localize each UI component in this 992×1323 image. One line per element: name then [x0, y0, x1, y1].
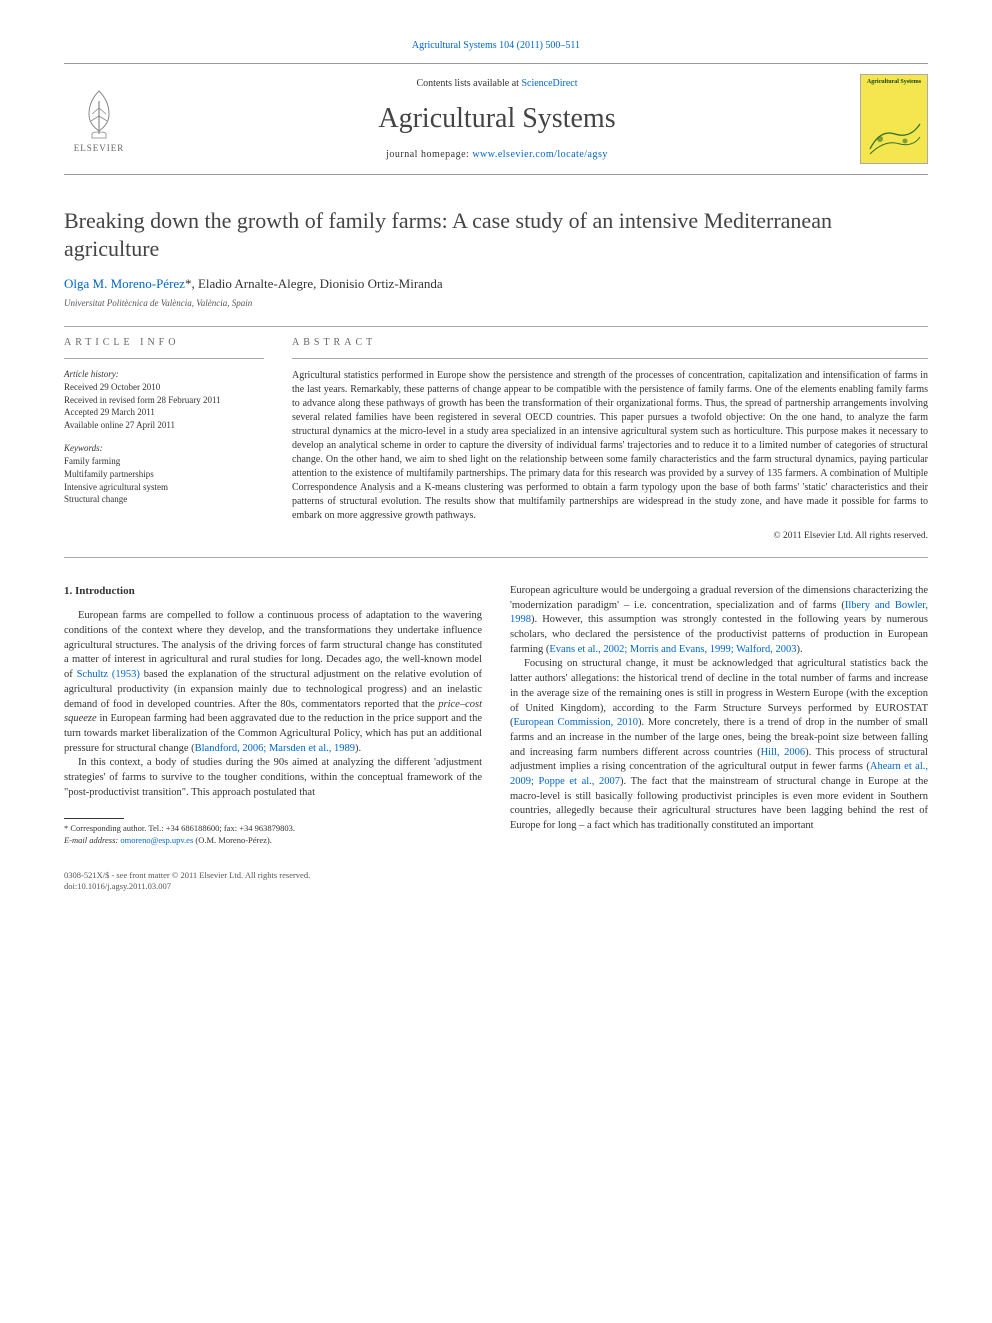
text-run: ). — [355, 743, 361, 754]
email-link[interactable]: omoreno@esp.upv.es — [120, 835, 193, 845]
history-line: Received in revised form 28 February 201… — [64, 394, 264, 407]
abstract: abstract Agricultural statistics perform… — [292, 337, 928, 541]
body-columns: 1. Introduction European farms are compe… — [64, 584, 928, 846]
body-paragraph: European farms are compelled to follow a… — [64, 609, 482, 756]
footnote-divider — [64, 818, 124, 819]
author-1-link[interactable]: Olga M. Moreno-Pérez — [64, 276, 185, 291]
keyword: Intensive agricultural system — [64, 481, 264, 494]
column-left: 1. Introduction European farms are compe… — [64, 584, 482, 846]
body-paragraph: European agriculture would be undergoing… — [510, 584, 928, 657]
homepage-url[interactable]: www.elsevier.com/locate/agsy — [472, 149, 608, 160]
history-line: Received 29 October 2010 — [64, 381, 264, 394]
keyword: Structural change — [64, 493, 264, 506]
publisher-name: ELSEVIER — [74, 143, 125, 153]
keyword: Family farming — [64, 455, 264, 468]
homepage-prefix: journal homepage: — [386, 149, 472, 160]
text-run: ). — [797, 644, 803, 655]
abstract-copyright: © 2011 Elsevier Ltd. All rights reserved… — [292, 531, 928, 541]
cover-art-icon — [865, 109, 925, 159]
footnote: * Corresponding author. Tel.: +34 686188… — [64, 823, 482, 846]
journal-name: Agricultural Systems — [134, 103, 860, 135]
email-label: E-mail address: — [64, 835, 120, 845]
article-info: article info Article history: Received 2… — [64, 337, 264, 541]
body-paragraph: In this context, a body of studies durin… — [64, 756, 482, 800]
cover-title: Agricultural Systems — [861, 75, 927, 86]
ref-link[interactable]: Hill, 2006 — [761, 747, 806, 758]
authors: Olga M. Moreno-Pérez*, Eladio Arnalte-Al… — [64, 276, 928, 292]
abstract-heading: abstract — [292, 337, 928, 348]
section-heading: 1. Introduction — [64, 584, 482, 599]
journal-cover: Agricultural Systems — [860, 74, 928, 164]
elsevier-tree-icon — [74, 86, 124, 141]
publisher-logo: ELSEVIER — [64, 79, 134, 159]
sciencedirect-link[interactable]: ScienceDirect — [521, 78, 577, 89]
abstract-text: Agricultural statistics performed in Eur… — [292, 369, 928, 523]
doi-line: doi:10.1016/j.agsy.2011.03.007 — [64, 881, 928, 892]
citation-link[interactable]: Agricultural Systems 104 (2011) 500–511 — [64, 40, 928, 51]
homepage-line: journal homepage: www.elsevier.com/locat… — [134, 149, 860, 160]
body-paragraph: Focusing on structural change, it must b… — [510, 657, 928, 833]
info-divider — [64, 358, 264, 359]
article-title: Breaking down the growth of family farms… — [64, 207, 928, 262]
ref-link[interactable]: European Commission, 2010 — [514, 717, 638, 728]
article-info-heading: article info — [64, 337, 264, 348]
section-divider — [64, 326, 928, 327]
history-line: Available online 27 April 2011 — [64, 419, 264, 432]
keyword: Multifamily partnerships — [64, 468, 264, 481]
ref-link[interactable]: Blandford, 2006; Marsden et al., 1989 — [195, 743, 355, 754]
footer: 0308-521X/$ - see front matter © 2011 El… — [64, 870, 928, 892]
contents-line: Contents lists available at ScienceDirec… — [134, 78, 860, 89]
authors-rest: , Eladio Arnalte-Alegre, Dionisio Ortiz-… — [191, 276, 442, 291]
corresponding-footnote: * Corresponding author. Tel.: +34 686188… — [64, 823, 482, 834]
contents-prefix: Contents lists available at — [416, 78, 521, 89]
column-right: European agriculture would be undergoing… — [510, 584, 928, 846]
ref-link[interactable]: Schultz (1953) — [77, 669, 140, 680]
issn-line: 0308-521X/$ - see front matter © 2011 El… — [64, 870, 928, 881]
history-line: Accepted 29 March 2011 — [64, 406, 264, 419]
email-suffix: (O.M. Moreno-Pérez). — [193, 835, 272, 845]
keywords-label: Keywords: — [64, 443, 264, 453]
lower-divider — [64, 557, 928, 558]
masthead: ELSEVIER Contents lists available at Sci… — [64, 63, 928, 175]
masthead-center: Contents lists available at ScienceDirec… — [134, 78, 860, 160]
abstract-divider — [292, 358, 928, 359]
history-label: Article history: — [64, 369, 264, 379]
affiliation: Universitat Politècnica de València, Val… — [64, 298, 928, 308]
ref-link[interactable]: Evans et al., 2002; Morris and Evans, 19… — [549, 644, 796, 655]
